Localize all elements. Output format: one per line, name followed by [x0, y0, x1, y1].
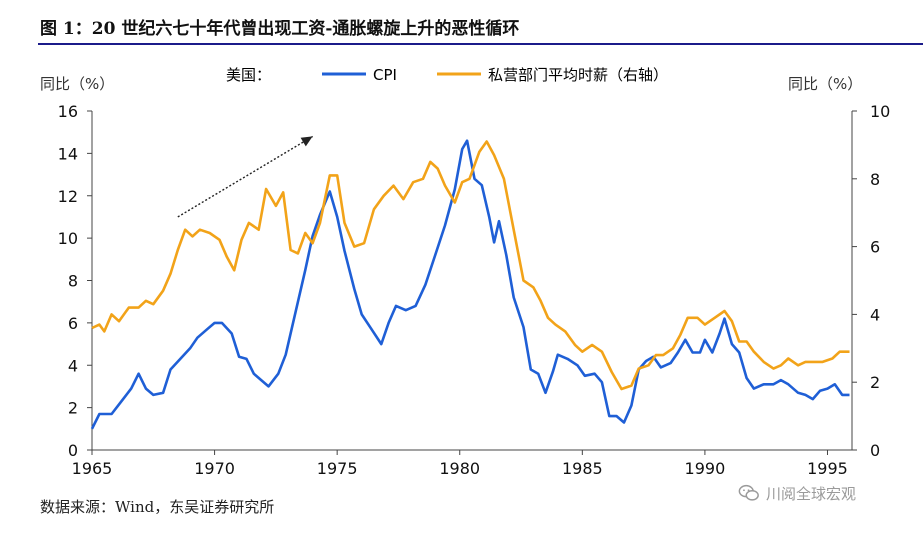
left-tick-label: 16	[58, 102, 78, 121]
right-axis-label: 同比（%）	[788, 75, 862, 93]
left-axis-label: 同比（%）	[40, 75, 114, 93]
annotation-arrow-line	[177, 135, 314, 218]
left-tick-label: 10	[58, 229, 78, 248]
wechat-icon	[738, 484, 759, 501]
chart-axes: 0 2 4 6 8 10 12 14 16 0 2 4 6 8 10 1965 1970 1975 1980 1985…	[58, 102, 891, 478]
series-line-cpi	[90, 139, 850, 430]
left-tick-label: 6	[68, 314, 78, 333]
right-tick-label: 6	[870, 238, 880, 257]
left-tick-label: 14	[58, 144, 78, 163]
chart-legend: 美国： CPI 私营部门平均时薪（右轴）	[226, 66, 668, 84]
right-tick-label: 8	[870, 170, 880, 189]
series-line-wages	[91, 140, 850, 391]
legend-prefix: 美国：	[226, 66, 271, 84]
left-tick-label: 12	[58, 187, 78, 206]
x-tick-label: 1975	[317, 459, 358, 478]
right-tick-label: 2	[870, 373, 880, 392]
watermark-text: 川阅全球宏观	[766, 484, 857, 503]
right-tick-label: 0	[870, 441, 880, 460]
x-tick-label: 1965	[72, 459, 113, 478]
legend-label-wages: 私营部门平均时薪（右轴）	[488, 66, 668, 84]
legend-label-cpi: CPI	[373, 66, 397, 84]
right-tick-label: 4	[870, 305, 880, 324]
figure-title: 图 1：20 世纪六七十年代曾出现工资-通胀螺旋上升的恶性循环	[40, 19, 520, 39]
left-tick-label: 8	[68, 272, 78, 291]
source-note: 数据来源：Wind，东吴证券研究所	[40, 498, 275, 516]
chart-series	[90, 135, 850, 430]
left-tick-label: 0	[68, 441, 78, 460]
x-tick-label: 1970	[194, 459, 235, 478]
watermark: 川阅全球宏观	[738, 482, 856, 504]
x-tick-label: 1985	[562, 459, 603, 478]
x-tick-label: 1995	[807, 459, 848, 478]
x-tick-label: 1980	[439, 459, 480, 478]
left-tick-label: 2	[68, 399, 78, 418]
x-tick-label: 1990	[685, 459, 726, 478]
annotation-arrow-head	[300, 136, 313, 147]
right-tick-label: 10	[870, 102, 890, 121]
title-divider	[38, 43, 923, 45]
left-tick-label: 4	[68, 356, 78, 375]
